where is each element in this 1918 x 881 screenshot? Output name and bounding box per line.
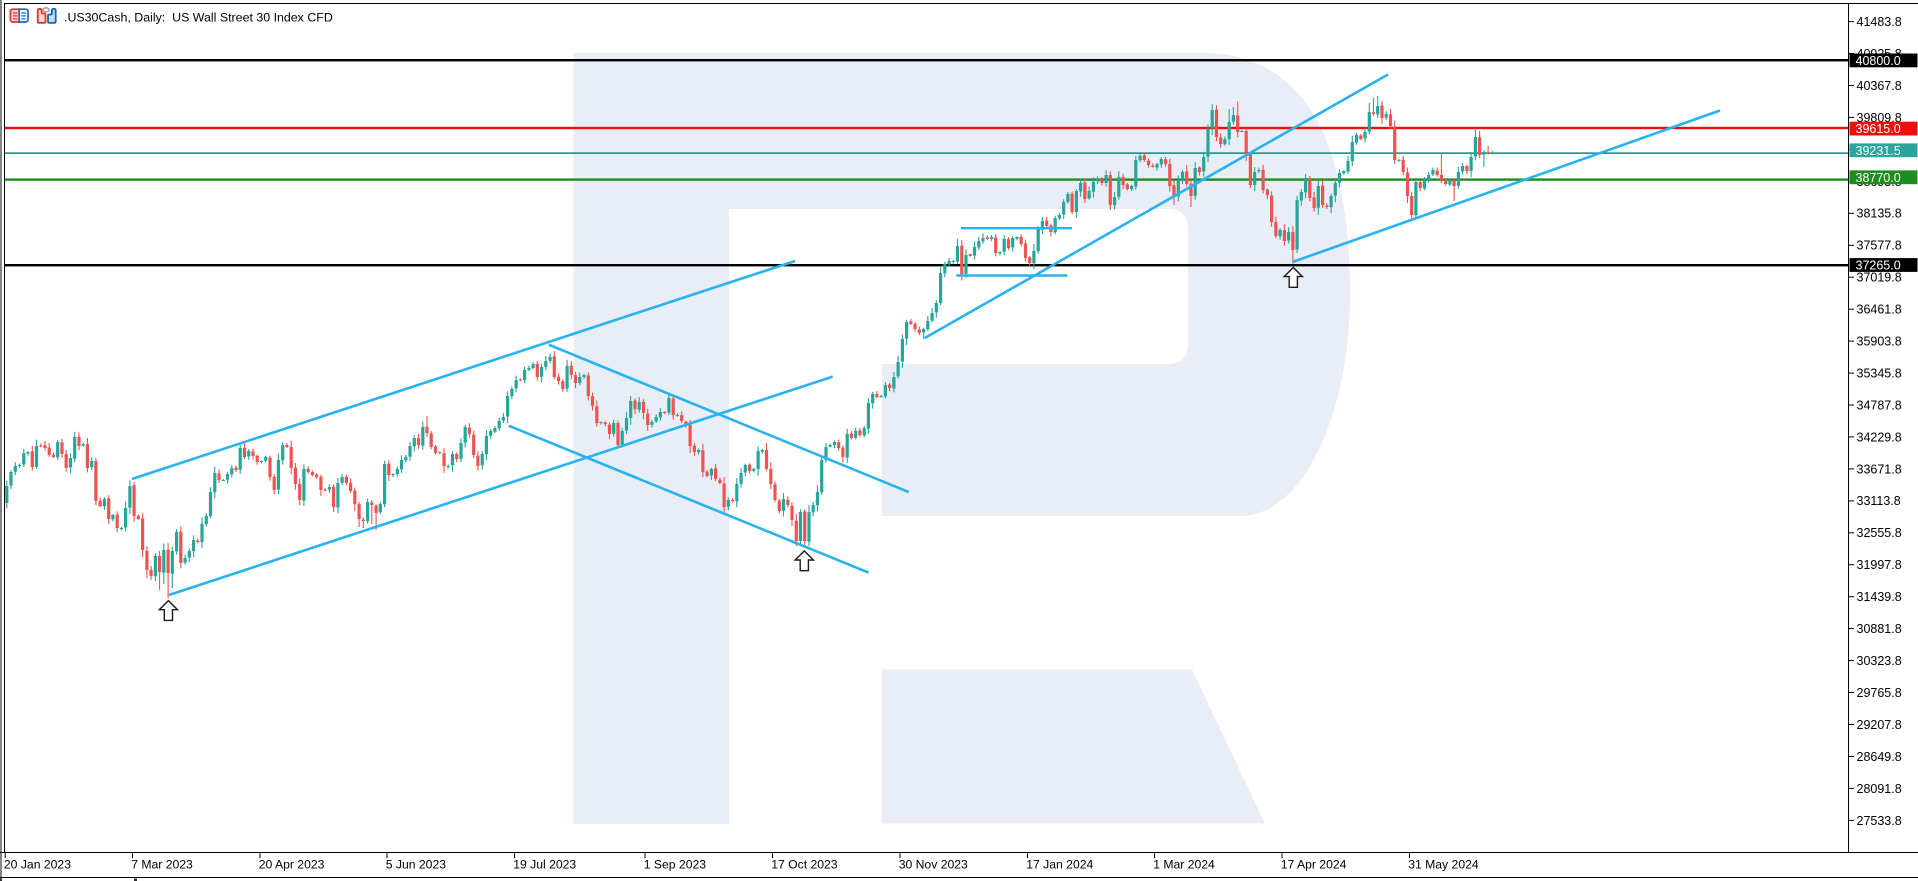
svg-text:30323.8: 30323.8 xyxy=(1857,654,1902,668)
svg-text:33671.8: 33671.8 xyxy=(1857,462,1902,476)
svg-text:1 Mar 2024: 1 Mar 2024 xyxy=(1153,858,1215,872)
svg-text:17 Apr 2024: 17 Apr 2024 xyxy=(1281,858,1347,872)
svg-text:37577.8: 37577.8 xyxy=(1857,239,1902,253)
svg-text:39615.0: 39615.0 xyxy=(1856,122,1901,136)
svg-text:1 Sep 2023: 1 Sep 2023 xyxy=(644,858,707,872)
svg-text:.US30Cash, Daily: US Wall Str: .US30Cash, Daily: US Wall Street 30 Inde… xyxy=(64,11,333,25)
svg-text:17 Oct 2023: 17 Oct 2023 xyxy=(771,858,838,872)
svg-text:20 Apr 2023: 20 Apr 2023 xyxy=(259,858,325,872)
svg-text:37265.0: 37265.0 xyxy=(1856,259,1901,273)
svg-text:30881.8: 30881.8 xyxy=(1857,622,1902,636)
svg-text:27533.8: 27533.8 xyxy=(1857,814,1902,828)
svg-text:40800.0: 40800.0 xyxy=(1856,54,1901,68)
svg-text:34787.8: 34787.8 xyxy=(1857,398,1902,412)
svg-text:31 May 2024: 31 May 2024 xyxy=(1408,858,1479,872)
svg-text:35903.8: 35903.8 xyxy=(1857,335,1902,349)
svg-text:29207.8: 29207.8 xyxy=(1857,718,1902,732)
svg-text:29765.8: 29765.8 xyxy=(1857,686,1902,700)
svg-text:28091.8: 28091.8 xyxy=(1857,782,1902,796)
svg-text:19 Jul 2023: 19 Jul 2023 xyxy=(513,858,576,872)
svg-text:36461.8: 36461.8 xyxy=(1857,303,1902,317)
svg-text:28649.8: 28649.8 xyxy=(1857,750,1902,764)
svg-text:31439.8: 31439.8 xyxy=(1857,590,1902,604)
svg-text:20 Jan 2023: 20 Jan 2023 xyxy=(4,858,71,872)
svg-text:39231.5: 39231.5 xyxy=(1856,144,1901,158)
svg-text:34229.8: 34229.8 xyxy=(1857,430,1902,444)
svg-text:31997.8: 31997.8 xyxy=(1857,558,1902,572)
svg-text:32555.8: 32555.8 xyxy=(1857,526,1902,540)
svg-text:38135.8: 38135.8 xyxy=(1857,207,1902,221)
svg-text:7 Mar 2023: 7 Mar 2023 xyxy=(131,858,193,872)
svg-text:40367.8: 40367.8 xyxy=(1857,79,1902,93)
svg-text:38770.0: 38770.0 xyxy=(1856,171,1901,185)
svg-text:35345.8: 35345.8 xyxy=(1857,366,1902,380)
svg-text:41483.8: 41483.8 xyxy=(1857,15,1902,29)
svg-text:33113.8: 33113.8 xyxy=(1857,494,1901,508)
svg-text:5 Jun 2023: 5 Jun 2023 xyxy=(386,858,447,872)
svg-text:30 Nov 2023: 30 Nov 2023 xyxy=(899,858,968,872)
svg-text:37019.8: 37019.8 xyxy=(1857,271,1902,285)
svg-text:17 Jan 2024: 17 Jan 2024 xyxy=(1026,858,1093,872)
svg-text:39809.8: 39809.8 xyxy=(1857,111,1902,125)
